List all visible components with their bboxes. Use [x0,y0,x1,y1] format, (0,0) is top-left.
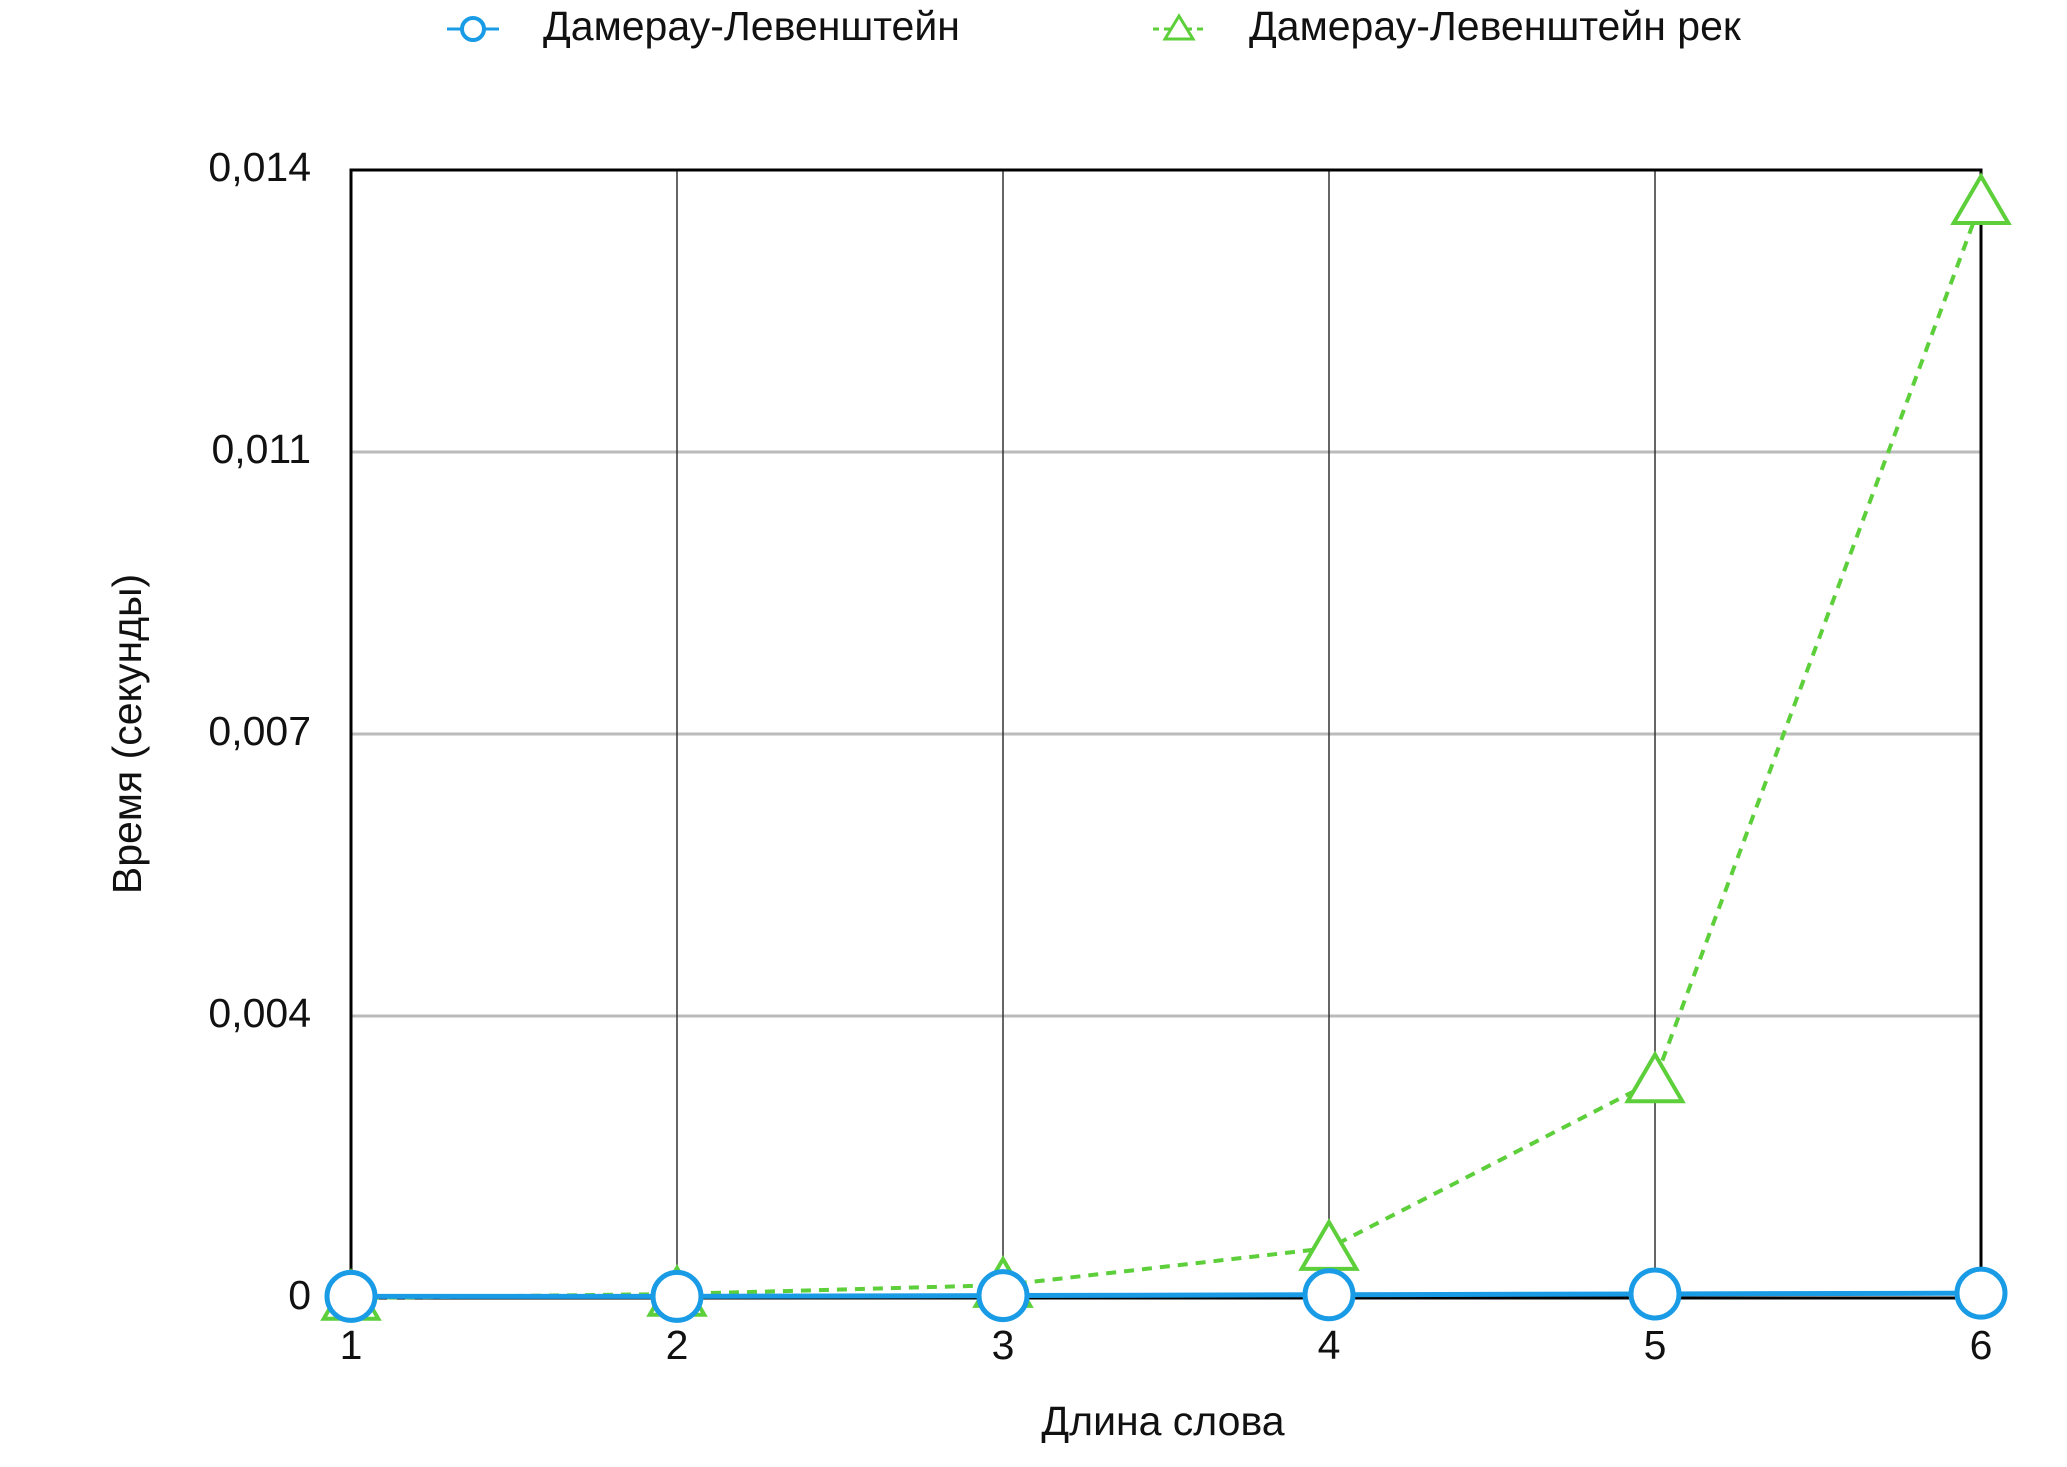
data-point [324,1269,378,1323]
y-tick-label: 0,004 [208,990,311,1036]
x-tick-label: 2 [666,1322,689,1368]
plot-frame [349,168,1983,1300]
y-tick-label: 0,007 [208,708,311,754]
data-point [1950,172,2012,226]
data-point [1298,1218,1360,1271]
data-point [1302,1268,1356,1322]
x-tick-label: 3 [992,1322,1015,1368]
legend-label: Дамерау-Левенштейн [543,3,960,49]
x-axis-title: Длина слова [1041,1398,1284,1444]
y-tick-label: 0,014 [208,144,311,190]
legend-label: Дамерау-Левенштейн рек [1249,3,1742,49]
x-tick-label: 1 [340,1322,363,1368]
series-line [351,1290,1982,1299]
data-point [1624,1050,1686,1104]
x-tick-label: 5 [1644,1322,1667,1368]
legend-marker [1162,13,1196,41]
y-axis-title: Время (секунды) [104,574,150,894]
y-tick-label: 0,011 [211,426,311,472]
x-tick-label: 4 [1318,1322,1341,1368]
data-point [650,1269,704,1323]
data-point [1628,1267,1682,1321]
legend-marker [460,16,486,42]
y-tick-label: 0 [288,1272,311,1318]
data-point [976,1269,1030,1323]
x-tick-label: 6 [1970,1322,1993,1368]
data-point [1954,1266,2008,1320]
series-line [350,201,1983,1300]
